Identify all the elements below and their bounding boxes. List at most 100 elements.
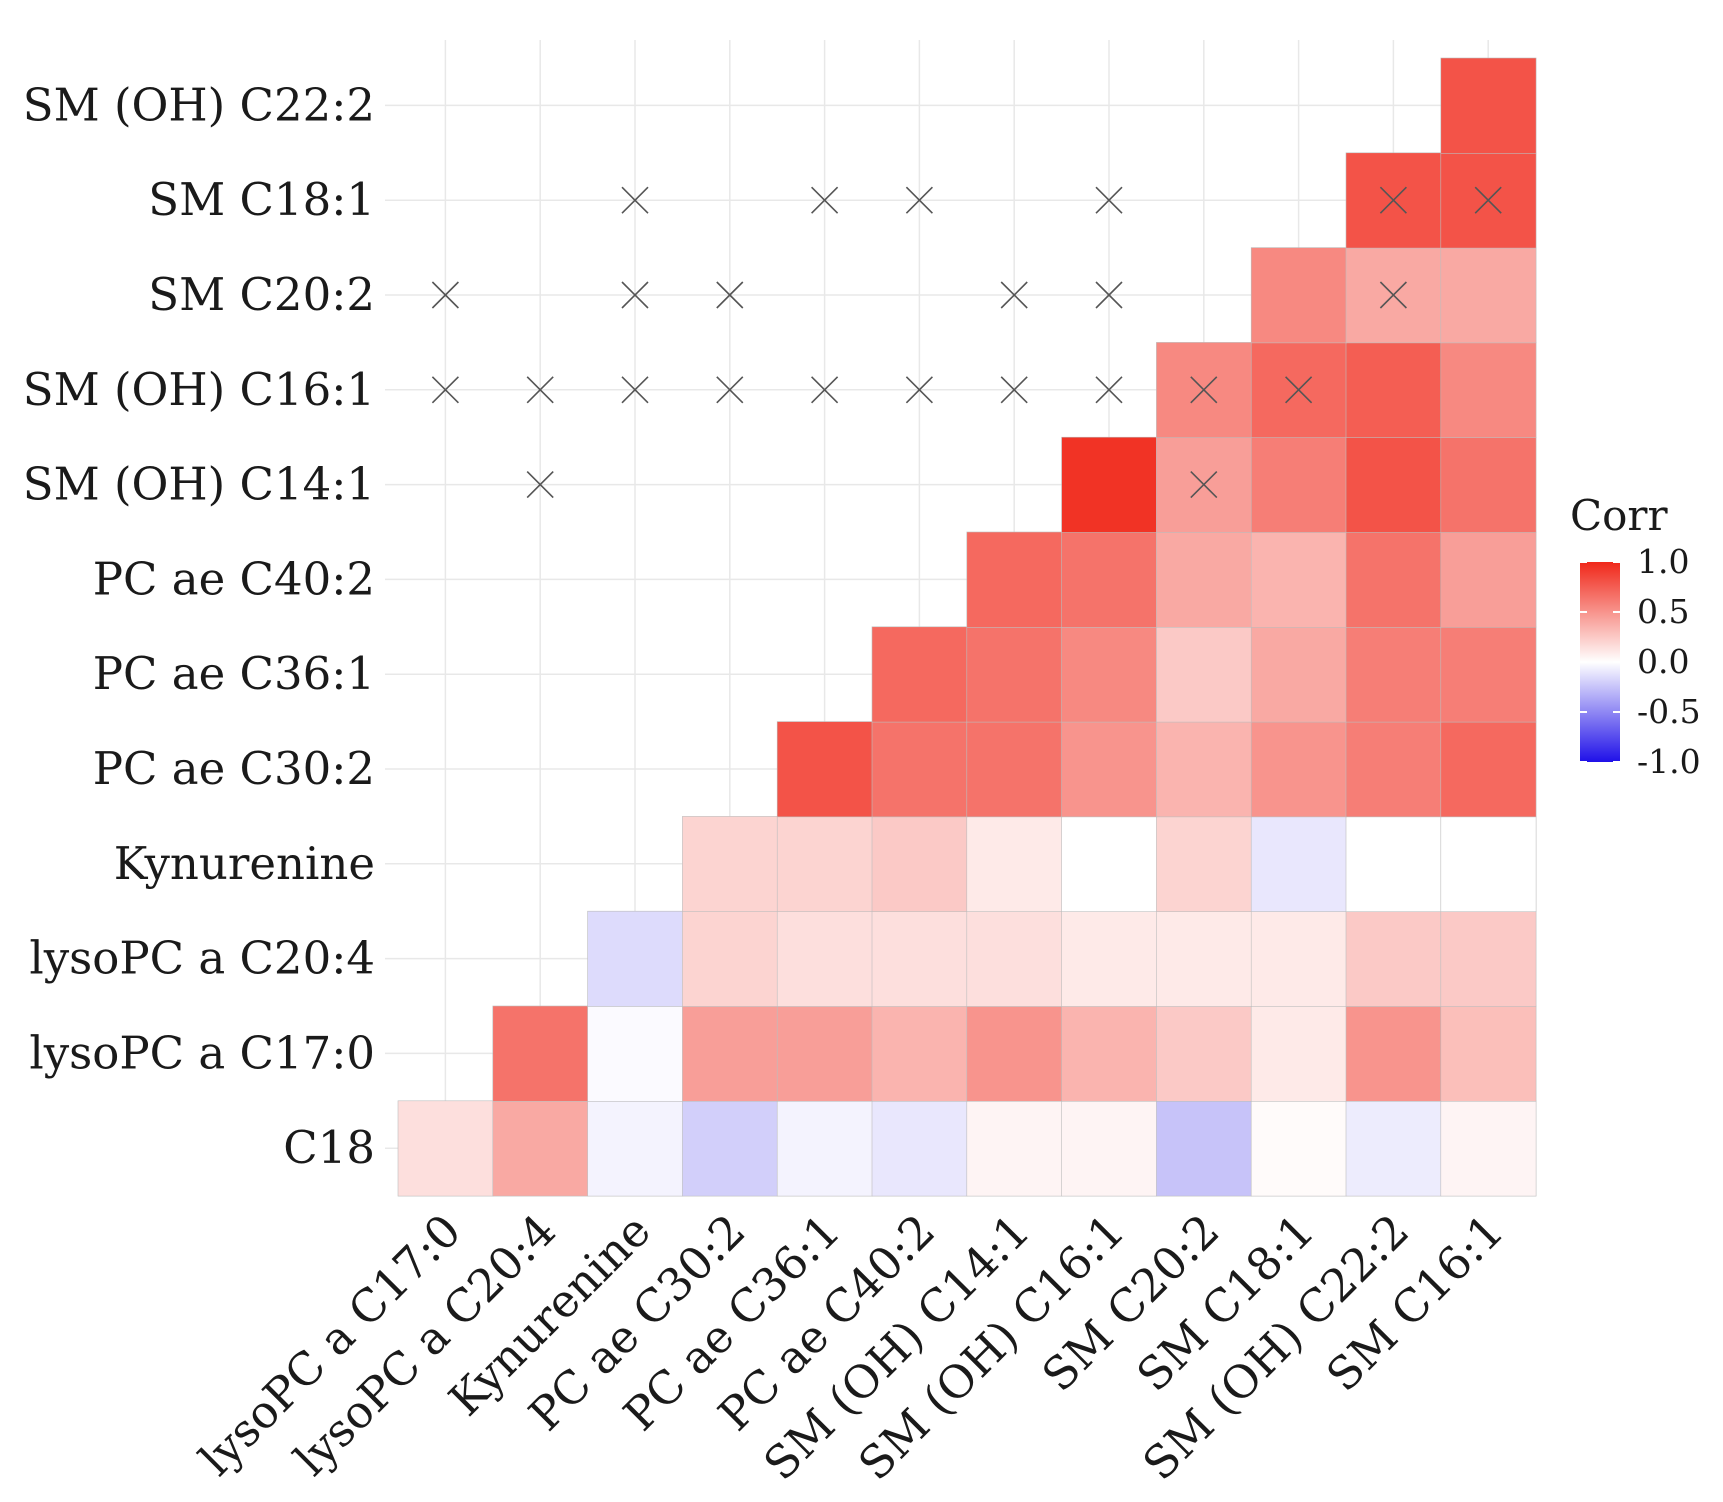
insignificant-cross-mark — [1095, 376, 1123, 404]
heatmap-cell — [682, 910, 779, 1007]
heatmap-cell — [1440, 342, 1537, 438]
insignificant-cross-mark — [621, 281, 649, 309]
heatmap-cell — [1156, 721, 1253, 818]
y-tick-label: SM (OH) C14:1 — [23, 458, 375, 511]
insignificant-cross-mark — [716, 376, 744, 404]
heatmap-cell — [1440, 816, 1537, 913]
heatmap-cell — [1440, 626, 1537, 723]
heatmap-cell — [1440, 1100, 1537, 1197]
heatmap-cell — [871, 816, 968, 913]
heatmap-cell — [871, 626, 968, 723]
heatmap-cell — [1440, 247, 1537, 344]
heatmap-cell — [1440, 1005, 1537, 1102]
heatmap-cell — [1250, 1005, 1347, 1102]
heatmap-cell — [966, 816, 1063, 913]
heatmap-cell — [966, 1100, 1063, 1197]
legend-title: Corr — [1570, 491, 1668, 540]
legend-tick-label: 0.0 — [1637, 642, 1689, 681]
y-tick-label: Kynurenine — [114, 837, 375, 890]
legend-tick-label: 1.0 — [1637, 542, 1689, 581]
heatmap-cell — [966, 721, 1063, 818]
legend-tick-label: -1.0 — [1637, 742, 1701, 781]
heatmap-cell — [1156, 531, 1253, 628]
heatmap-cell — [1250, 626, 1347, 723]
heatmap-cell — [1250, 436, 1347, 533]
y-axis-labels: C18 lysoPC a C17:0 lysoPC a C20:4 Kynurenin… — [23, 78, 375, 1174]
heatmap-cell — [1345, 721, 1442, 818]
heatmap-cell — [1440, 721, 1537, 818]
y-tick-label: C18 — [283, 1121, 375, 1174]
heatmap-cell — [776, 1100, 873, 1197]
heatmap-cell — [871, 910, 968, 1007]
insignificant-cross-mark — [1474, 186, 1502, 214]
insignificant-cross-mark — [1000, 281, 1028, 309]
heatmap-cell — [1345, 910, 1442, 1007]
heatmap-cell — [1440, 436, 1537, 533]
insignificant-cross-mark — [811, 376, 839, 404]
insignificant-cross-mark — [1190, 376, 1218, 404]
heatmap-cell — [682, 816, 779, 913]
heatmap-cell — [1061, 1100, 1158, 1197]
y-tick-label: PC ae C36:1 — [93, 647, 375, 700]
insignificant-cross-mark — [905, 186, 933, 214]
insignificant-cross-mark — [811, 186, 839, 214]
heatmap-cell — [871, 1100, 968, 1197]
heatmap-cell — [1345, 342, 1442, 438]
legend-tick-label: -0.5 — [1637, 692, 1701, 731]
heatmap-cell — [966, 910, 1063, 1007]
heatmap-cell — [1250, 721, 1347, 818]
insignificance-markers — [431, 186, 1502, 499]
insignificant-cross-mark — [1000, 376, 1028, 404]
insignificant-cross-mark — [1379, 186, 1407, 214]
y-tick-label: SM (OH) C16:1 — [23, 363, 375, 416]
insignificant-cross-mark — [621, 186, 649, 214]
heatmap-cell — [966, 626, 1063, 723]
insignificant-cross-mark — [431, 376, 459, 404]
y-tick-label: SM (OH) C22:2 — [23, 78, 375, 131]
heatmap-cell — [1440, 57, 1537, 154]
y-tick-label: SM C20:2 — [148, 268, 375, 321]
legend-tick-label: 0.5 — [1637, 592, 1689, 631]
heatmap-cell — [492, 1100, 589, 1197]
y-tick-label: PC ae C40:2 — [93, 552, 375, 605]
heatmap-cell — [871, 721, 968, 818]
heatmap-cell — [1156, 626, 1253, 723]
heatmap-cell — [1345, 626, 1442, 723]
heatmap-cell — [1345, 816, 1442, 913]
insignificant-cross-mark — [1190, 471, 1218, 499]
y-tick-label: PC ae C30:2 — [93, 742, 375, 795]
heatmap-cell — [587, 1100, 684, 1197]
heatmap-cell — [1345, 436, 1442, 533]
heatmap-cell — [1250, 910, 1347, 1007]
insignificant-cross-mark — [1095, 186, 1123, 214]
heatmap-cell — [1061, 721, 1158, 818]
heatmap-cell — [1345, 531, 1442, 628]
insignificant-cross-mark — [526, 471, 554, 499]
insignificant-cross-mark — [1095, 281, 1123, 309]
insignificant-cross-mark — [1379, 281, 1407, 309]
heatmap-cell — [776, 1005, 873, 1102]
heatmap-cell — [1250, 1100, 1347, 1197]
heatmap-cell — [1440, 531, 1537, 628]
color-legend: Corr 1.0 0.5 0.0 -0.5 -1.0 — [1570, 491, 1701, 781]
y-tick-label: lysoPC a C20:4 — [29, 932, 375, 985]
heatmap-cell — [1156, 816, 1253, 913]
y-tick-label: SM C18:1 — [148, 173, 375, 226]
heatmap-cell — [776, 816, 873, 913]
heatmap-cell — [1061, 910, 1158, 1007]
heatmap-cell — [1061, 531, 1158, 628]
heatmap-cell — [776, 910, 873, 1007]
heatmap-cell — [966, 531, 1063, 628]
heatmap-cell — [1345, 1005, 1442, 1102]
heatmap-cell — [1061, 436, 1158, 533]
heatmap-cell — [587, 910, 684, 1007]
insignificant-cross-mark — [905, 376, 933, 404]
heatmap-cell — [1345, 1100, 1442, 1197]
legend-ticks: 1.0 0.5 0.0 -0.5 -1.0 — [1580, 542, 1701, 781]
heatmap-cell — [966, 1005, 1063, 1102]
heatmap-cell — [776, 721, 873, 818]
heatmap-cell — [1156, 1100, 1253, 1197]
insignificant-cross-mark — [621, 376, 649, 404]
heatmap-cell — [587, 1005, 684, 1102]
insignificant-cross-mark — [1285, 376, 1313, 404]
